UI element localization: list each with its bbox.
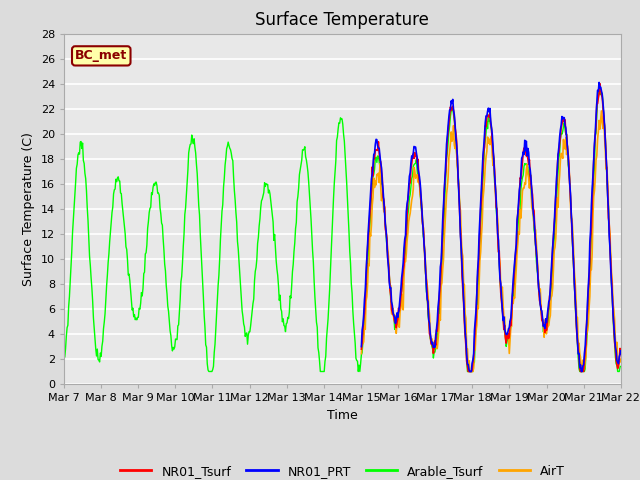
- Legend: NR01_Tsurf, NR01_PRT, Arable_Tsurf, AirT: NR01_Tsurf, NR01_PRT, Arable_Tsurf, AirT: [115, 460, 570, 480]
- X-axis label: Time: Time: [327, 408, 358, 421]
- Title: Surface Temperature: Surface Temperature: [255, 11, 429, 29]
- Y-axis label: Surface Temperature (C): Surface Temperature (C): [22, 132, 35, 286]
- Text: BC_met: BC_met: [75, 49, 127, 62]
